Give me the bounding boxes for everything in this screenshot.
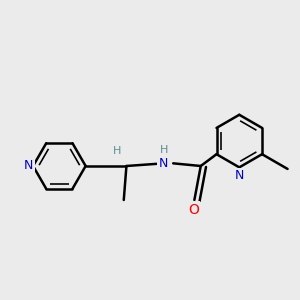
Text: H: H — [112, 146, 121, 156]
Text: N: N — [24, 160, 34, 172]
Text: H: H — [159, 145, 168, 155]
Text: N: N — [235, 169, 244, 182]
Text: O: O — [188, 202, 199, 217]
Text: N: N — [159, 157, 168, 170]
